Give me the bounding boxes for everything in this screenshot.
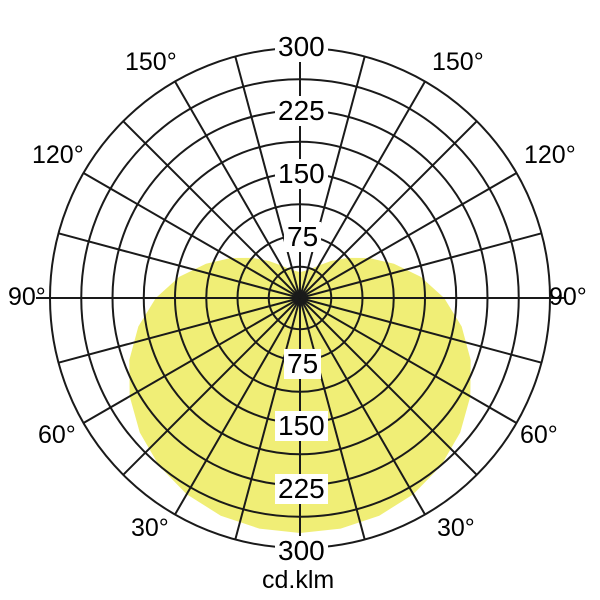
grid-spoke — [122, 120, 301, 299]
grid-spoke — [122, 297, 301, 476]
radial-tick-label: 300 — [275, 536, 328, 566]
polar-grid-spokes — [36, 34, 564, 562]
grid-spoke — [82, 297, 301, 424]
angle-tick-label: 90° — [8, 283, 46, 311]
angle-tick-label: 120° — [32, 141, 84, 169]
angle-tick-label: 120° — [524, 141, 576, 169]
angle-tick-label: 30° — [437, 514, 475, 542]
angle-tick-label: 30° — [131, 514, 169, 542]
grid-spoke — [58, 232, 301, 299]
radial-axis-caption: cd.klm — [262, 566, 335, 594]
angle-tick-label: 60° — [520, 421, 558, 449]
grid-spoke — [82, 172, 301, 299]
grid-spoke — [299, 297, 426, 516]
grid-spoke — [174, 80, 301, 299]
grid-spoke — [299, 80, 426, 299]
angle-tick-label: 150° — [432, 48, 484, 76]
grid-spoke — [234, 297, 301, 540]
angle-tick-label: 60° — [38, 421, 76, 449]
grid-spoke — [299, 172, 518, 299]
grid-spoke — [299, 297, 478, 476]
angle-tick-label: 90° — [549, 283, 587, 311]
radial-tick-label: 150 — [275, 411, 328, 441]
grid-spoke — [299, 120, 478, 299]
radial-tick-label: 150 — [275, 159, 328, 189]
grid-spoke — [174, 297, 301, 516]
grid-spoke — [299, 297, 542, 364]
radial-tick-label: 300 — [275, 32, 328, 62]
grid-spoke — [299, 232, 542, 299]
grid-spoke — [299, 297, 366, 540]
grid-spoke — [58, 297, 301, 364]
radial-tick-label: 225 — [275, 96, 328, 126]
radial-tick-label: 75 — [284, 349, 322, 379]
grid-spoke — [299, 297, 518, 424]
angle-tick-label: 150° — [125, 48, 177, 76]
radial-tick-label: 75 — [284, 222, 322, 252]
grid-spoke — [299, 56, 366, 299]
grid-spoke — [234, 56, 301, 299]
radial-tick-label: 225 — [275, 474, 328, 504]
